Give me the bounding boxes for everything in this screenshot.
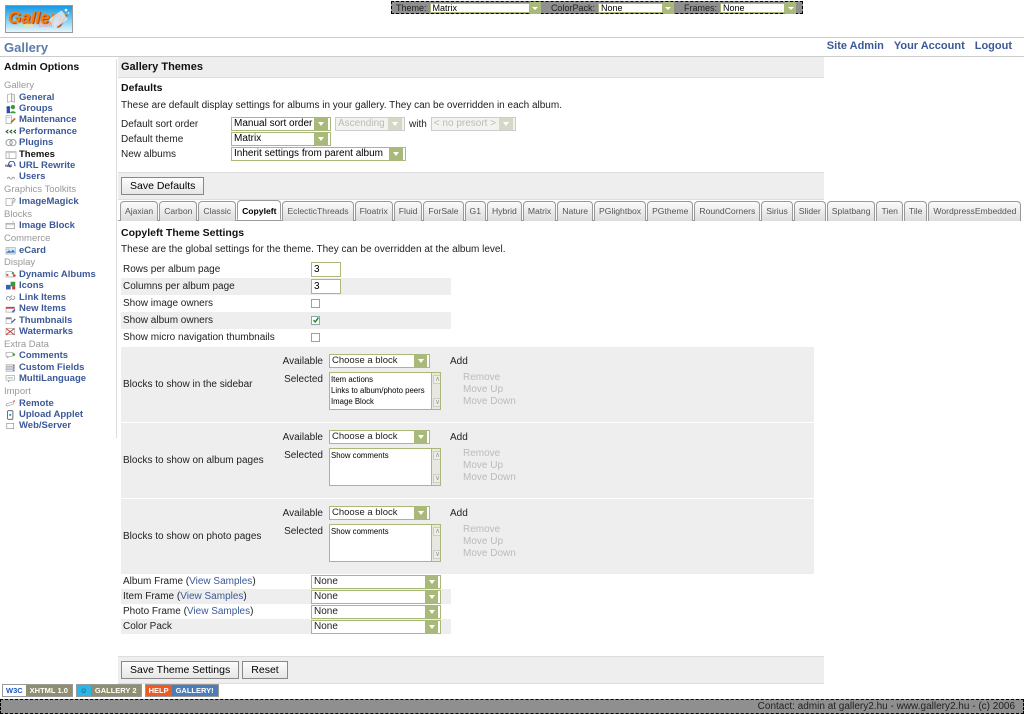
svg-text:!: ! (12, 221, 13, 224)
